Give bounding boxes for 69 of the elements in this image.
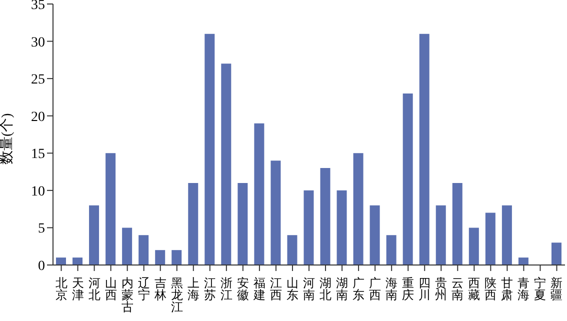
x-tick-label: 江苏 <box>204 276 216 302</box>
x-tick-label: 上海 <box>187 276 200 302</box>
x-tick-label: 浙江 <box>220 276 232 302</box>
bar <box>122 228 132 265</box>
y-tick-label: 5 <box>38 222 45 237</box>
bar <box>452 182 462 265</box>
x-tick-label: 新疆 <box>550 276 563 302</box>
x-tick-label: 湖北 <box>320 276 332 302</box>
bar <box>336 190 347 265</box>
x-tick-label: 天津 <box>72 276 84 302</box>
x-tick-label: 内蒙古 <box>121 276 134 314</box>
x-tick-label: 云南 <box>452 276 464 302</box>
bar <box>502 205 512 265</box>
bar <box>172 250 182 265</box>
x-tick-label: 宁夏 <box>534 276 546 302</box>
bar <box>518 258 528 265</box>
bar <box>270 160 281 265</box>
bar <box>485 212 496 265</box>
y-tick-label: 25 <box>31 72 45 88</box>
bar <box>402 93 413 265</box>
bar <box>106 153 116 265</box>
y-tick-label: 10 <box>31 184 45 200</box>
x-tick-label: 山西 <box>104 276 117 302</box>
x-tick-label: 西藏 <box>468 276 480 302</box>
bar <box>551 242 562 265</box>
bar <box>304 190 314 265</box>
x-tick-label: 江西 <box>270 276 282 302</box>
x-tick-label: 重庆 <box>402 276 414 302</box>
bar <box>436 205 446 265</box>
bar <box>320 168 330 265</box>
bar <box>370 205 380 265</box>
x-tick-label: 四川 <box>418 276 431 302</box>
x-tick-label: 河北 <box>88 276 100 302</box>
bar <box>254 123 264 265</box>
x-tick-label: 辽宁 <box>138 276 150 302</box>
bar <box>468 228 479 265</box>
bar <box>386 235 396 265</box>
x-tick-label: 北京 <box>55 276 68 302</box>
x-tick-label: 黑龙江 <box>170 276 183 314</box>
bar <box>419 34 430 265</box>
x-tick-label: 湖南 <box>336 276 348 302</box>
x-tick-label: 安徽 <box>236 276 249 302</box>
x-tick-label: 甘肃 <box>501 276 514 302</box>
x-tick-label: 福建 <box>252 276 266 302</box>
x-tick-label: 河南 <box>303 276 315 302</box>
bar <box>89 205 100 265</box>
x-tick-label: 山东 <box>286 276 298 302</box>
y-tick-label: 30 <box>31 35 45 50</box>
bar <box>204 34 215 265</box>
x-tick-label: 青海 <box>518 276 530 302</box>
bar <box>221 64 232 265</box>
bar <box>56 258 66 265</box>
y-tick-label: 0 <box>38 258 45 274</box>
bar <box>353 153 364 265</box>
x-tick-label: 广东 <box>352 276 365 302</box>
x-tick-label: 吉林 <box>153 276 166 302</box>
y-tick-label: 15 <box>31 147 45 162</box>
x-tick-label: 陕西 <box>484 276 497 302</box>
x-tick-label: 海南 <box>386 276 398 302</box>
y-tick-label: 35 <box>31 0 45 13</box>
x-tick-label: 广西 <box>369 276 382 302</box>
bar <box>72 258 83 265</box>
bar <box>188 182 198 265</box>
bar <box>287 235 298 265</box>
y-tick-label: 20 <box>31 110 45 125</box>
x-tick-label: 贵州 <box>435 276 448 302</box>
bar <box>238 182 248 265</box>
bar <box>155 250 166 265</box>
bar <box>138 235 149 265</box>
